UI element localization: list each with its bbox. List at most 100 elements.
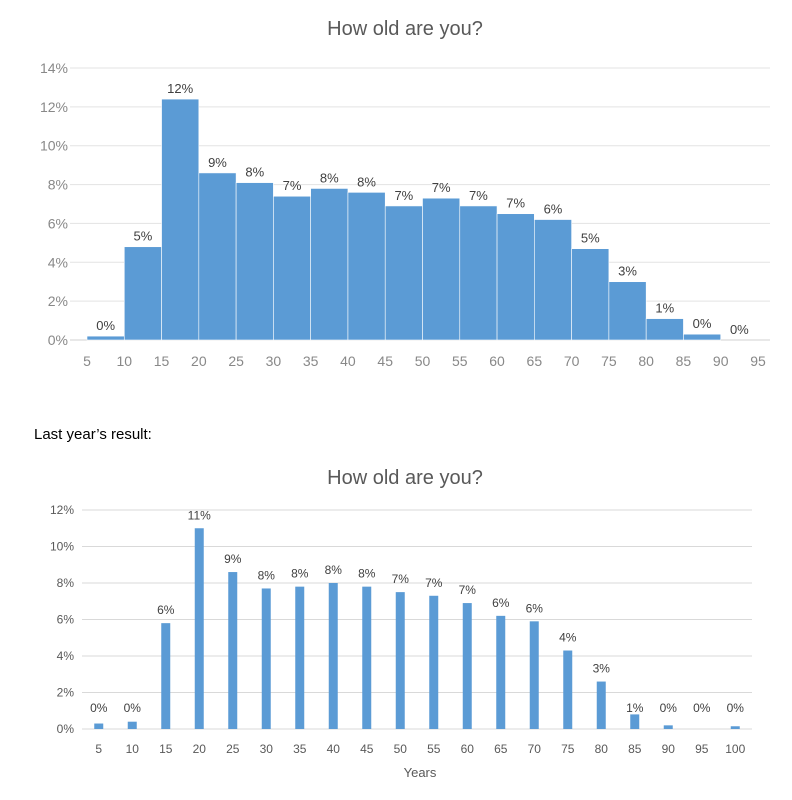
histogram-bar: [496, 213, 535, 341]
data-label: 0%: [727, 701, 745, 715]
histogram-bar: [347, 192, 386, 341]
x-tick-label: 85: [628, 742, 642, 756]
chart-title: How old are you?: [327, 467, 483, 489]
data-label: 7%: [432, 180, 451, 195]
histogram-chart-current: How old are you? 0% 2% 4% 6% 8% 10% 12% 14% 0% 5…: [40, 18, 770, 369]
x-tick-label: 30: [260, 742, 274, 756]
data-label: 7%: [469, 188, 488, 203]
column-bar: [328, 583, 338, 729]
x-tick-label: 90: [662, 742, 676, 756]
y-tick-label: 4%: [48, 254, 68, 270]
x-tick-label: 70: [528, 742, 542, 756]
data-label: 3%: [593, 662, 611, 676]
y-tick-label: 0%: [57, 722, 75, 736]
bar-chart-last-year: How old are you? 0% 2% 4% 6% 8% 10% 12% 0% 0% 6%…: [50, 467, 752, 780]
x-tick-label: 95: [695, 742, 709, 756]
data-label: 8%: [258, 568, 276, 582]
data-label: 6%: [492, 596, 510, 610]
x-tick-label: 80: [638, 353, 654, 369]
data-label: 1%: [626, 701, 644, 715]
x-tick-label: 25: [228, 353, 244, 369]
x-tick-label: 100: [725, 742, 745, 756]
data-label: 7%: [506, 196, 525, 211]
histogram-bar: [161, 98, 200, 341]
x-tick-label: 10: [126, 742, 140, 756]
data-label: 9%: [208, 155, 227, 170]
column-bar: [730, 726, 740, 729]
column-bar: [295, 586, 305, 729]
histogram-bar: [608, 281, 647, 341]
column-bar: [362, 586, 372, 729]
data-label: 3%: [618, 264, 637, 279]
x-tick-label: 25: [226, 742, 240, 756]
x-tick-label: 90: [713, 353, 729, 369]
data-label: 4%: [559, 631, 577, 645]
data-label: 5%: [134, 229, 153, 244]
column-bar: [94, 723, 104, 729]
chart-title: How old are you?: [327, 18, 483, 40]
data-label: 6%: [544, 202, 563, 217]
x-tick-label: 5: [83, 353, 91, 369]
data-label: 7%: [459, 583, 477, 597]
y-tick-label: 0%: [48, 332, 68, 348]
data-label: 6%: [157, 603, 175, 617]
x-tick-label: 20: [191, 353, 207, 369]
data-label: 8%: [291, 567, 309, 581]
column-bar: [161, 623, 171, 729]
data-label: 8%: [325, 563, 343, 577]
x-tick-label: 45: [360, 742, 374, 756]
histogram-bar: [683, 333, 722, 341]
data-label: 0%: [660, 701, 678, 715]
x-tick-label: 65: [527, 353, 543, 369]
x-tick-label: 55: [452, 353, 468, 369]
x-tick-label: 35: [293, 742, 307, 756]
data-label: 11%: [188, 508, 211, 522]
column-bar: [395, 592, 405, 729]
x-tick-label: 50: [415, 353, 431, 369]
y-tick-label: 12%: [50, 503, 74, 517]
data-label: 5%: [581, 231, 600, 246]
data-label: 0%: [96, 318, 115, 333]
x-tick-label: 40: [340, 353, 356, 369]
column-bar: [529, 621, 539, 729]
data-label: 6%: [526, 601, 544, 615]
x-tick-label: 10: [116, 353, 132, 369]
x-tick-label: 60: [461, 742, 475, 756]
y-tick-label: 4%: [57, 649, 75, 663]
x-tick-label: 75: [601, 353, 617, 369]
x-tick-label: 5: [95, 742, 102, 756]
column-bar: [630, 714, 640, 729]
histogram-bar: [534, 219, 572, 341]
data-label: 8%: [245, 165, 264, 180]
x-tick-label: 55: [427, 742, 441, 756]
histogram-bar: [86, 335, 125, 341]
data-label: 8%: [320, 170, 339, 185]
histogram-bar: [422, 197, 461, 341]
column-bar: [663, 725, 673, 729]
column-bar: [462, 603, 472, 729]
x-tick-label: 75: [561, 742, 575, 756]
y-tick-label: 2%: [48, 293, 68, 309]
y-tick-label: 10%: [50, 540, 74, 554]
y-tick-label: 14%: [40, 60, 68, 76]
data-label: 7%: [392, 572, 410, 586]
x-tick-label: 85: [676, 353, 692, 369]
column-bar: [596, 681, 606, 729]
histogram-bar: [459, 205, 498, 341]
x-tick-label: 80: [595, 742, 609, 756]
column-bar: [563, 650, 573, 729]
column-bar: [429, 595, 439, 729]
y-tick-label: 8%: [57, 576, 75, 590]
last-year-caption: Last year’s result:: [34, 426, 152, 443]
histogram-bar: [571, 248, 610, 341]
data-label: 1%: [655, 301, 674, 316]
histogram-bar: [384, 205, 423, 341]
histogram-bar: [310, 188, 349, 341]
y-tick-label: 2%: [57, 686, 75, 700]
column-bar: [194, 528, 204, 729]
x-tick-label: 70: [564, 353, 580, 369]
data-label: 0%: [90, 701, 108, 715]
x-tick-label: 15: [154, 353, 170, 369]
column-bar: [228, 572, 238, 729]
data-label: 12%: [167, 81, 193, 96]
